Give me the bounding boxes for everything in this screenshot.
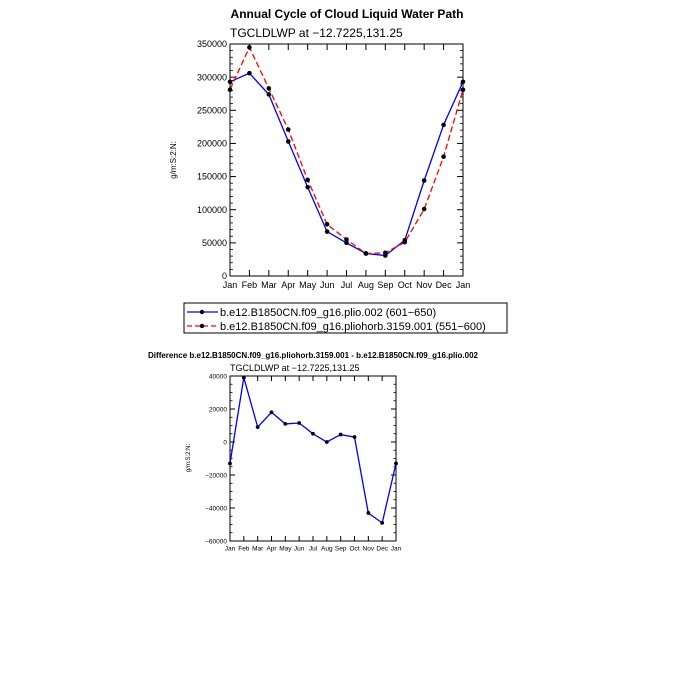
chart2-plot-frame <box>229 375 397 542</box>
series-1-point <box>269 410 274 415</box>
series-2-point <box>441 154 446 159</box>
y-tick-label: 40000 <box>209 373 227 380</box>
chart1-title: Annual Cycle of Cloud Liquid Water Path <box>231 7 464 21</box>
legend-marker-series-2 <box>199 323 205 329</box>
chart2-ylabel: g/m:S:2:N: <box>186 443 192 472</box>
chart-annual-cycle: Annual Cycle of Cloud Liquid Water Path … <box>169 7 508 334</box>
y-tick-label: 100000 <box>197 205 227 215</box>
x-tick-label: Jan <box>391 546 402 553</box>
y-tick-label: 0 <box>223 439 227 446</box>
x-tick-label: Feb <box>242 280 258 290</box>
x-tick-label: Jun <box>294 546 305 553</box>
x-tick-label: Apr <box>281 280 295 290</box>
series-1-point <box>266 92 272 97</box>
x-tick-label: Jul <box>309 546 318 553</box>
series-1-point <box>324 440 329 444</box>
x-tick-label: Jan <box>225 546 236 553</box>
legend-marker-series-1 <box>199 309 205 315</box>
series-2-point <box>363 251 369 256</box>
chart1-ylabel: g/m:S:2:N: <box>169 141 178 179</box>
y-tick-label: 20000 <box>209 406 227 413</box>
x-tick-label: Jun <box>320 280 335 290</box>
series-2-point <box>324 221 330 227</box>
series-1-point <box>441 122 446 128</box>
x-tick-label: Aug <box>321 546 333 553</box>
series-1-point <box>421 178 427 183</box>
y-tick-label: 350000 <box>197 39 227 49</box>
series-1-point <box>241 375 246 380</box>
series-1-point <box>380 520 385 525</box>
series-1-point <box>283 421 288 426</box>
series-2-point <box>227 87 233 93</box>
series-1-point <box>311 431 315 436</box>
series-1-point <box>305 184 310 190</box>
x-tick-label: Apr <box>266 546 277 553</box>
x-tick-label: Nov <box>363 546 375 553</box>
series-2-point <box>266 86 272 91</box>
legend-frame <box>183 302 508 334</box>
x-tick-label: Sep <box>335 546 347 553</box>
x-tick-label: Oct <box>349 546 359 553</box>
x-tick-label: May <box>279 546 292 553</box>
y-tick-label: 200000 <box>197 139 227 149</box>
series-1-point <box>227 79 233 85</box>
series-1-point <box>228 461 232 466</box>
x-tick-label: Mar <box>252 546 264 553</box>
x-tick-label: Feb <box>238 546 250 553</box>
y-tick-label: −20000 <box>205 472 227 479</box>
series-1-point <box>285 139 291 144</box>
x-tick-label: Mar <box>261 280 277 290</box>
legend-label-series-1: b.e12.B1850CN.f09_g16.plio.002 (601−650) <box>220 307 436 319</box>
y-tick-label: 300000 <box>197 72 227 82</box>
chart2-subtitle: TGCLDLWP at −12.7225,131.25 <box>230 363 360 373</box>
series-1-point <box>338 432 343 437</box>
x-tick-label: Oct <box>398 280 413 290</box>
x-tick-label: Sep <box>377 280 393 290</box>
series-1-point <box>352 435 357 439</box>
series-1-point <box>297 421 302 425</box>
x-tick-label: Nov <box>416 280 433 290</box>
series-1-point <box>255 425 260 430</box>
x-tick-label: Dec <box>436 280 453 290</box>
x-tick-label: Aug <box>358 280 374 290</box>
y-tick-label: 250000 <box>197 105 227 115</box>
series-1-point <box>247 70 252 76</box>
series-2-point <box>305 177 310 183</box>
x-tick-label: Jan <box>456 280 471 290</box>
chart2-title: Difference b.e12.B1850CN.f09_g16.pliohor… <box>148 351 478 360</box>
series-2-point <box>247 45 252 50</box>
series-1-point <box>394 461 398 466</box>
y-tick-label: −60000 <box>205 538 227 545</box>
series-2-point <box>285 127 291 132</box>
series-2-point <box>383 250 388 256</box>
chart1-legend: b.e12.B1850CN.f09_g16.plio.002 (601−650)… <box>183 302 508 334</box>
series-line-1 <box>229 377 397 524</box>
series-line-1 <box>229 72 464 257</box>
legend-label-series-2: b.e12.B1850CN.f09_g16.pliohorb.3159.001 … <box>220 321 486 333</box>
series-1-point <box>324 229 330 234</box>
series-1-point <box>344 240 349 246</box>
x-tick-label: Jul <box>341 280 353 290</box>
series-1-point <box>366 511 371 515</box>
series-2-point <box>402 239 408 245</box>
series-2-point <box>421 206 427 212</box>
series-2-point <box>344 237 349 242</box>
series-2-point <box>460 87 466 93</box>
series-1-point <box>460 79 466 85</box>
chart-difference: Difference b.e12.B1850CN.f09_g16.pliohor… <box>148 351 478 553</box>
series-line-2 <box>229 45 464 255</box>
y-tick-label: 0 <box>222 271 227 281</box>
chart1-subtitle: TGCLDLWP at −12.7225,131.25 <box>230 26 403 40</box>
x-tick-label: Dec <box>376 546 388 553</box>
y-tick-label: −40000 <box>205 505 227 512</box>
y-tick-label: 150000 <box>197 172 227 182</box>
y-tick-label: 50000 <box>202 238 227 248</box>
x-tick-label: May <box>299 280 317 290</box>
x-tick-label: Jan <box>223 280 238 290</box>
